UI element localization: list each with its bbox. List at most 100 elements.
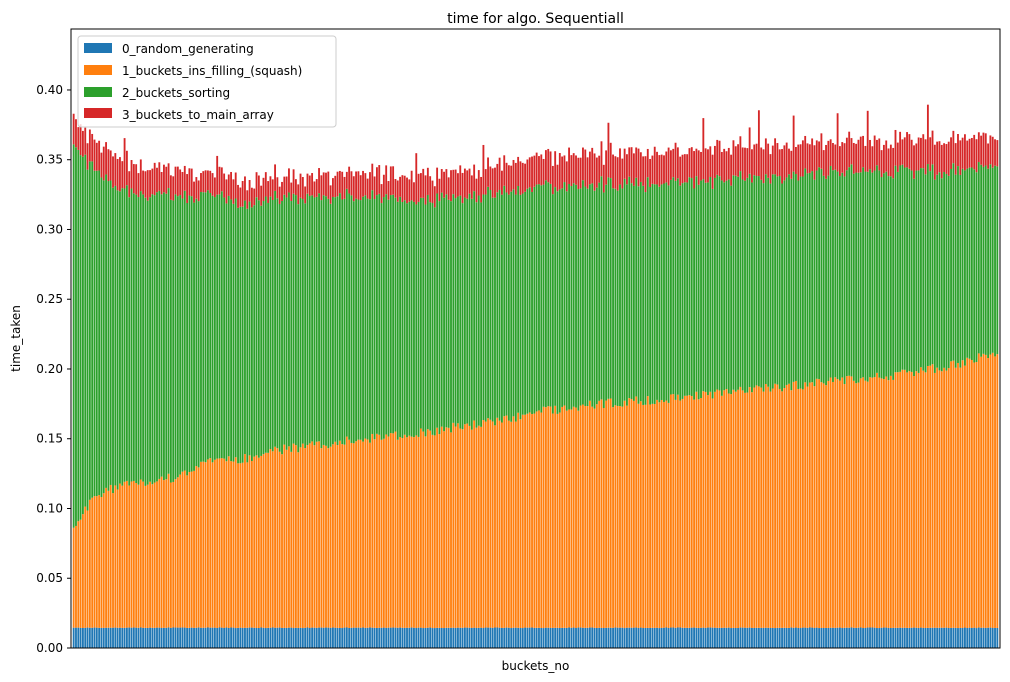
bar-segment-0-random-generating [776, 627, 779, 648]
bar-segment-2-buckets-sorting [642, 185, 645, 405]
bar-segment-2-buckets-sorting [394, 197, 397, 432]
bar-segment-1-buckets-ins-filling-squash [197, 467, 200, 628]
bar-segment-1-buckets-ins-filling-squash [964, 365, 966, 628]
bar-segment-1-buckets-ins-filling-squash [281, 454, 283, 628]
bar-segment-2-buckets-sorting [174, 194, 177, 480]
bar-segment-2-buckets-sorting [130, 188, 133, 482]
bar-segment-3-buckets-to-main-array [329, 185, 332, 204]
bar-segment-0-random-generating [547, 627, 550, 648]
bar-segment-1-buckets-ins-filling-squash [169, 482, 172, 628]
bar-segment-0-random-generating [801, 627, 804, 648]
bar-segment-0-random-generating [873, 627, 876, 648]
bar-segment-1-buckets-ins-filling-squash [510, 421, 513, 629]
bar-segment-0-random-generating [744, 627, 746, 648]
bar-segment-2-buckets-sorting [213, 197, 216, 460]
bar-segment-1-buckets-ins-filling-squash [839, 380, 841, 628]
bar-segment-1-buckets-ins-filling-squash [683, 395, 686, 628]
bar-segment-0-random-generating [630, 627, 633, 648]
bar-segment-3-buckets-to-main-array [151, 168, 154, 195]
bar-segment-2-buckets-sorting [776, 176, 779, 385]
bar-segment-2-buckets-sorting [570, 186, 573, 410]
bar-segment-3-buckets-to-main-array [869, 139, 871, 170]
bar-segment-0-random-generating [806, 627, 809, 648]
bar-segment-2-buckets-sorting [639, 181, 642, 402]
bar-segment-0-random-generating [859, 627, 862, 648]
bar-segment-0-random-generating [514, 627, 517, 648]
bar-segment-1-buckets-ins-filling-squash [276, 448, 279, 628]
legend-swatch-buckets-to-main-array [84, 108, 112, 118]
bar-segment-1-buckets-ins-filling-squash [783, 388, 786, 628]
bar-segment-1-buckets-ins-filling-squash [477, 425, 480, 628]
bar-segment-3-buckets-to-main-array [961, 137, 964, 169]
bar-segment-3-buckets-to-main-array [315, 179, 318, 197]
bar-segment-2-buckets-sorting [308, 195, 311, 444]
bar-segment-2-buckets-sorting [658, 186, 661, 403]
bar-segment-1-buckets-ins-filling-squash [977, 353, 980, 628]
bar-segment-1-buckets-ins-filling-squash [313, 445, 316, 628]
bar-segment-3-buckets-to-main-array [299, 173, 302, 198]
bar-segment-2-buckets-sorting [801, 176, 804, 390]
bar-segment-1-buckets-ins-filling-squash [672, 394, 675, 628]
bar-segment-2-buckets-sorting [709, 177, 712, 392]
bar-segment-3-buckets-to-main-array [373, 176, 376, 200]
bar-segment-2-buckets-sorting [626, 184, 628, 406]
bar-segment-2-buckets-sorting [179, 195, 182, 475]
bar-segment-2-buckets-sorting [899, 165, 902, 372]
bar-segment-2-buckets-sorting [688, 177, 691, 396]
bar-segment-0-random-generating [804, 627, 807, 648]
bar-segment-1-buckets-ins-filling-squash [903, 369, 906, 628]
bar-segment-2-buckets-sorting [294, 195, 297, 446]
bar-segment-1-buckets-ins-filling-squash [132, 480, 135, 628]
bar-segment-2-buckets-sorting [961, 168, 964, 361]
bar-segment-0-random-generating [325, 627, 327, 648]
bar-segment-0-random-generating [704, 627, 707, 648]
bar-segment-1-buckets-ins-filling-squash [357, 439, 360, 628]
bar-segment-2-buckets-sorting [764, 174, 767, 385]
bar-segment-3-buckets-to-main-array [288, 168, 290, 193]
bar-segment-2-buckets-sorting [690, 178, 693, 397]
bar-segment-3-buckets-to-main-array [683, 154, 686, 183]
bar-segment-2-buckets-sorting [713, 177, 716, 392]
bar-segment-0-random-generating [980, 627, 983, 648]
bar-segment-0-random-generating [318, 627, 320, 648]
bar-segment-1-buckets-ins-filling-squash [602, 408, 605, 628]
bar-segment-1-buckets-ins-filling-squash [681, 398, 684, 628]
bar-segment-3-buckets-to-main-array [181, 171, 184, 199]
bar-segment-0-random-generating [450, 627, 452, 648]
bar-segment-0-random-generating [426, 627, 429, 648]
bar-segment-2-buckets-sorting [598, 182, 601, 401]
bar-segment-0-random-generating [417, 627, 420, 648]
bar-segment-2-buckets-sorting [264, 196, 267, 453]
bar-segment-3-buckets-to-main-array [952, 130, 955, 164]
bar-segment-3-buckets-to-main-array [940, 144, 943, 179]
bar-segment-2-buckets-sorting [79, 155, 82, 520]
bar-segment-2-buckets-sorting [281, 200, 283, 455]
bar-segment-1-buckets-ins-filling-squash [77, 521, 80, 628]
bar-segment-3-buckets-to-main-array [514, 162, 517, 195]
bar-segment-3-buckets-to-main-array [551, 165, 554, 195]
bar-segment-1-buckets-ins-filling-squash [112, 493, 114, 628]
bar-segment-3-buckets-to-main-array [105, 142, 107, 175]
bar-segment-0-random-generating [81, 627, 84, 648]
bar-segment-0-random-generating [829, 627, 832, 648]
bar-segment-2-buckets-sorting [399, 196, 401, 437]
bar-segment-0-random-generating [524, 627, 527, 648]
bar-segment-3-buckets-to-main-array [322, 172, 325, 196]
bar-segment-2-buckets-sorting [276, 198, 279, 449]
bar-segment-3-buckets-to-main-array [369, 172, 371, 200]
bar-segment-1-buckets-ins-filling-squash [167, 473, 170, 628]
bar-segment-1-buckets-ins-filling-squash [700, 398, 702, 628]
bar-segment-0-random-generating [211, 627, 214, 648]
bar-segment-3-buckets-to-main-array [306, 173, 309, 194]
bar-segment-3-buckets-to-main-array [179, 169, 182, 196]
bar-segment-0-random-generating [739, 627, 742, 648]
bar-segment-0-random-generating [130, 627, 133, 648]
bar-segment-0-random-generating [820, 627, 823, 648]
bar-segment-3-buckets-to-main-array [612, 154, 614, 189]
bar-segment-1-buckets-ins-filling-squash [403, 434, 406, 628]
bar-segment-1-buckets-ins-filling-squash [297, 452, 300, 628]
bar-segment-1-buckets-ins-filling-squash [294, 445, 297, 628]
bar-segment-2-buckets-sorting [373, 199, 376, 440]
bar-segment-0-random-generating [549, 627, 552, 648]
bar-segment-2-buckets-sorting [695, 176, 698, 392]
